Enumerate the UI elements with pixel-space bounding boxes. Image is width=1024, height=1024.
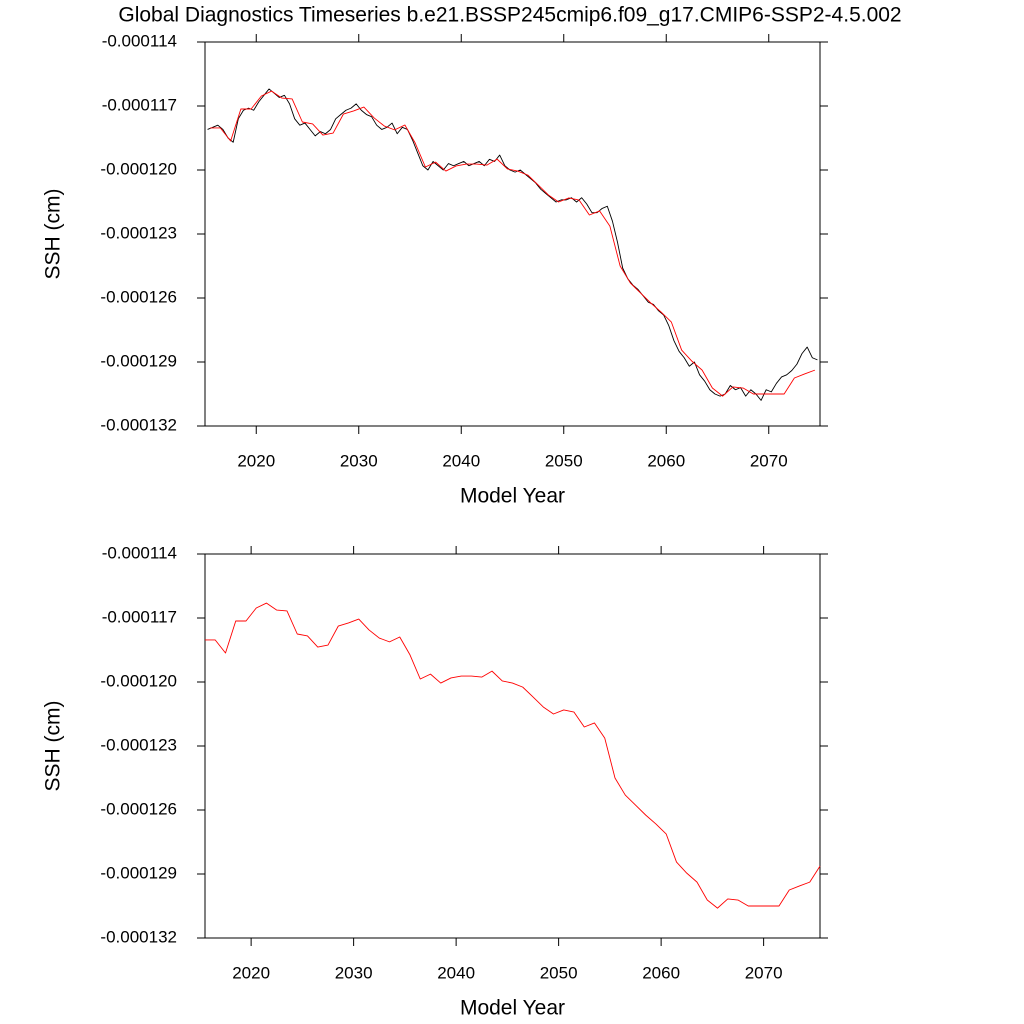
y-tick-label: -0.000120 (100, 159, 177, 178)
x-tick-label: 2050 (545, 451, 583, 470)
plot-frame (204, 553, 821, 939)
y-axis-label: SSH (cm) (42, 189, 65, 280)
x-tick-label: 2050 (540, 963, 578, 982)
y-tick-label: -0.000117 (102, 95, 177, 114)
x-tick-label: 2040 (442, 451, 480, 470)
x-tick-label: 2040 (437, 963, 475, 982)
y-tick-label: -0.000129 (100, 863, 177, 882)
y-tick-label: -0.000129 (100, 351, 177, 370)
x-tick-label: 2070 (750, 451, 788, 470)
y-tick-label: -0.000126 (100, 287, 177, 306)
y-tick-label: -0.000132 (100, 415, 177, 434)
x-tick-label: 2030 (335, 963, 373, 982)
x-axis-label: Model Year (460, 485, 565, 508)
y-tick-label: -0.000117 (102, 607, 177, 626)
y-tick-label: -0.000123 (100, 223, 177, 242)
y-tick-label: -0.000126 (100, 799, 177, 818)
x-tick-label: 2020 (237, 451, 275, 470)
y-tick-label: -0.000120 (100, 671, 177, 690)
x-tick-label: 2020 (232, 963, 270, 982)
plot-frame (204, 41, 821, 427)
y-tick-label: -0.000114 (102, 543, 177, 562)
x-tick-label: 2060 (647, 451, 685, 470)
x-axis-label: Model Year (460, 997, 565, 1020)
y-tick-label: -0.000114 (102, 31, 177, 50)
chart-title: Global Diagnostics Timeseries b.e21.BSSP… (118, 4, 901, 27)
y-tick-label: -0.000132 (100, 927, 177, 946)
y-axis-label: SSH (cm) (42, 701, 65, 792)
data-line (210, 90, 816, 397)
data-line (205, 602, 821, 909)
data-line (207, 88, 818, 401)
x-tick-label: 2030 (340, 451, 378, 470)
y-tick-label: -0.000123 (100, 735, 177, 754)
x-tick-label: 2070 (745, 963, 783, 982)
x-tick-label: 2060 (642, 963, 680, 982)
